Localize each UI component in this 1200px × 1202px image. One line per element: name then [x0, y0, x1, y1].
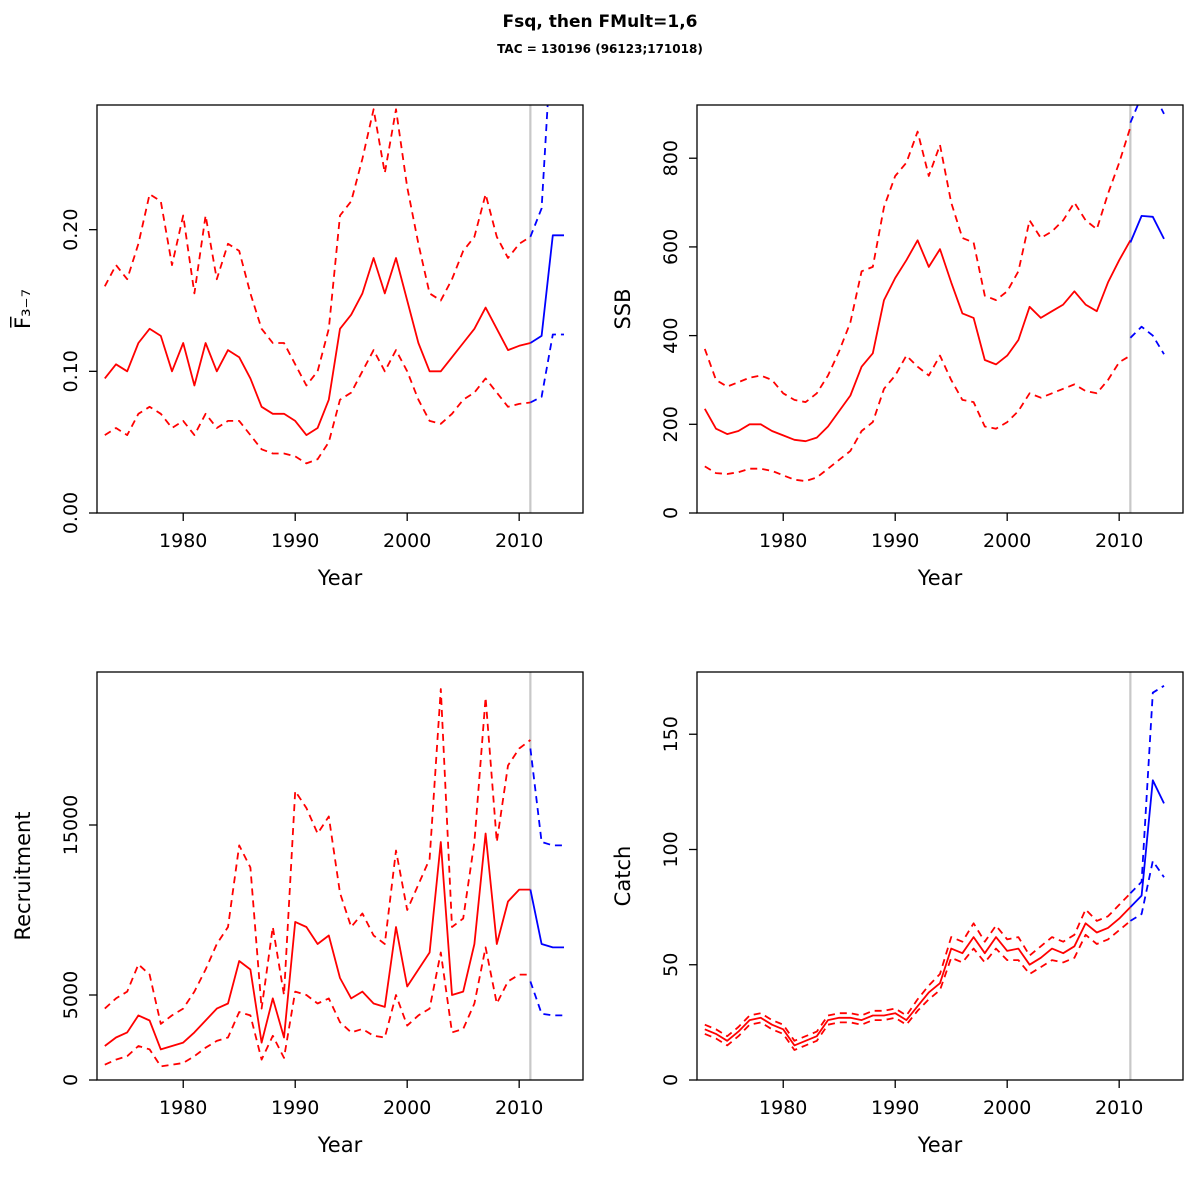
recruitment-median-hist-line	[104, 832, 531, 1051]
recruitment-median-proj-line	[529, 889, 564, 949]
recruitment-lower-proj-line	[529, 981, 564, 1017]
catch-median-hist-line	[704, 906, 1132, 1047]
y-tick-label: 600	[660, 229, 682, 265]
chart-subtitle: TAC = 130196 (96123;171018)	[497, 42, 703, 56]
x-axis-title: Year	[317, 566, 363, 590]
ssb-upper-proj-line	[1129, 105, 1165, 124]
catch-lower-proj-line	[1129, 860, 1165, 922]
chart-title: Fsq, then FMult=1,6	[502, 12, 698, 32]
catch-upper-hist-line	[704, 892, 1132, 1042]
y-tick-label: 0	[660, 507, 682, 519]
ssb-median-hist-line	[704, 239, 1132, 443]
x-tick-label: 2010	[1095, 1097, 1143, 1119]
x-tick-label: 2000	[983, 530, 1031, 552]
y-tick-label: 0.00	[60, 492, 82, 534]
y-tick-label: 400	[660, 317, 682, 353]
y-tick-label: 0.20	[60, 209, 82, 251]
fbar-upper-proj-line	[529, 105, 549, 238]
x-tick-label: 1990	[271, 1097, 319, 1119]
y-tick-label: 15000	[60, 795, 82, 855]
y-tick-label: 100	[660, 831, 682, 867]
catch-upper-proj-line	[1129, 685, 1165, 894]
y-axis-title: Recruitment	[11, 811, 35, 940]
fbar-lower-proj-line	[529, 333, 564, 404]
recruitment-panel: 1980 1990 2000 2010 0 5000 15000 Year Recruitmen…	[11, 671, 584, 1157]
fbar-upper-hist-line	[104, 108, 531, 387]
plot-box	[696, 671, 1184, 1081]
y-axis-title: SSB	[611, 288, 635, 329]
y-tick-label: 0	[60, 1074, 82, 1086]
ssb-lower-proj-line	[1129, 325, 1165, 355]
y-tick-label: 0.10	[60, 350, 82, 392]
x-tick-label: 1980	[759, 530, 807, 552]
y-tick-label: 5000	[60, 971, 82, 1019]
ssb-panel: 1980 1990 2000 2010 0 200 400 600 800 Year SSB	[611, 104, 1184, 590]
plot-box	[96, 671, 584, 1081]
y-tick-label: 800	[660, 140, 682, 176]
x-tick-label: 1990	[871, 530, 919, 552]
fbar-panel: 1980 1990 2000 2010 0.00 0.10 0.20 Year F̅₃₋₇	[9, 104, 584, 590]
x-axis-title: Year	[917, 566, 963, 590]
y-tick-label: 150	[660, 716, 682, 752]
y-axis-title: F̅₃₋₇	[9, 289, 35, 329]
x-tick-label: 2000	[983, 1097, 1031, 1119]
x-axis-title: Year	[917, 1133, 963, 1157]
catch-lower-hist-line	[704, 920, 1131, 1051]
y-tick-label: 200	[660, 406, 682, 442]
x-tick-label: 2010	[495, 530, 543, 552]
plot-box	[696, 104, 1184, 514]
x-tick-label: 1990	[871, 1097, 919, 1119]
x-tick-label: 1980	[159, 1097, 207, 1119]
fbar-median-proj-line	[529, 234, 564, 344]
recruitment-lower-hist-line	[104, 946, 531, 1068]
plot-box	[96, 104, 584, 514]
y-tick-label: 50	[660, 953, 682, 977]
x-tick-label: 1990	[271, 530, 319, 552]
catch-panel: 1980 1990 2000 2010 0 50 100 150 Year Catch	[611, 671, 1184, 1157]
ssb-median-proj-line	[1129, 214, 1165, 243]
x-tick-label: 1980	[759, 1097, 807, 1119]
x-axis-title: Year	[317, 1133, 363, 1157]
recruitment-upper-proj-line	[529, 748, 564, 847]
fbar-median-hist-line	[104, 257, 531, 437]
catch-median-proj-line	[1129, 779, 1165, 908]
y-tick-label: 0	[660, 1074, 682, 1086]
y-axis-title: Catch	[611, 846, 635, 907]
x-tick-label: 2010	[495, 1097, 543, 1119]
x-tick-label: 2000	[383, 1097, 431, 1119]
ssb-upper-hist-line	[703, 126, 1132, 404]
x-tick-label: 2000	[383, 530, 431, 552]
x-tick-label: 1980	[159, 530, 207, 552]
x-tick-label: 2010	[1095, 530, 1143, 552]
fbar-lower-hist-line	[104, 349, 531, 465]
ssb-lower-hist-line	[704, 354, 1131, 483]
